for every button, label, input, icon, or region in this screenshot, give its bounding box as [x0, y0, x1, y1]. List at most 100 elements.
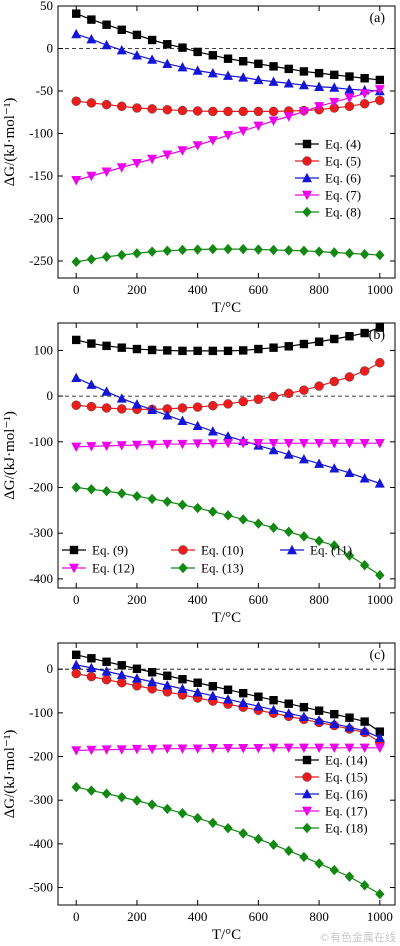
- data-point: [284, 342, 293, 351]
- data-point: [147, 154, 158, 165]
- x-tick-label: 400: [188, 909, 208, 924]
- data-point: [344, 93, 355, 103]
- data-point: [208, 400, 218, 411]
- data-point: [71, 372, 82, 383]
- data-point: [345, 713, 354, 722]
- legend-label: Eq. (9): [92, 543, 128, 558]
- legend-label: Eq. (4): [325, 137, 361, 152]
- data-point: [254, 344, 263, 354]
- data-point: [131, 440, 142, 451]
- data-point: [178, 346, 187, 356]
- legend-item: Eq. (7): [295, 188, 361, 203]
- data-point: [359, 559, 370, 571]
- data-point: [208, 506, 218, 517]
- data-point: [208, 51, 218, 60]
- data-point: [117, 678, 127, 688]
- y-tick-label: -250: [29, 253, 53, 268]
- data-point: [268, 522, 279, 533]
- data-point: [299, 531, 309, 542]
- data-point: [117, 791, 127, 803]
- data-point: [253, 106, 264, 117]
- data-point: [101, 167, 112, 177]
- data-point: [344, 372, 355, 382]
- data-point: [329, 97, 340, 108]
- chart-panel-c: 0 200 400 600 800 1000 0 -100 -200 -300 -400 -500 (c…: [2, 642, 396, 943]
- data-point: [268, 438, 279, 449]
- data-point: [86, 401, 97, 412]
- data-point: [117, 343, 126, 352]
- data-point: [147, 54, 158, 64]
- data-point: [147, 246, 157, 257]
- legend-marker: [302, 190, 312, 201]
- data-point: [147, 744, 158, 755]
- plot-frame: [57, 322, 396, 589]
- legend-label: Eq. (11): [310, 543, 352, 558]
- data-point: [101, 788, 112, 799]
- series-16: [71, 659, 385, 742]
- data-point: [207, 426, 218, 436]
- y-tick-label: -200: [29, 211, 53, 226]
- data-point: [375, 249, 385, 261]
- data-point: [374, 438, 385, 449]
- y-axis-title: ΔG/(kJ·mol⁻¹): [2, 98, 18, 187]
- legend-item: Eq. (11): [280, 543, 352, 558]
- data-point: [147, 440, 158, 450]
- data-point: [162, 803, 172, 815]
- x-tick-label: 800: [309, 909, 329, 924]
- data-point: [116, 393, 127, 403]
- legend-marker: [178, 562, 188, 574]
- data-point: [268, 704, 279, 715]
- data-point: [314, 743, 325, 753]
- data-point: [87, 654, 96, 663]
- data-point: [268, 743, 279, 753]
- data-point: [71, 256, 81, 268]
- data-point: [375, 888, 385, 900]
- data-point: [238, 396, 248, 407]
- legend-marker: [178, 545, 188, 555]
- data-point: [87, 339, 96, 348]
- data-point: [359, 743, 370, 753]
- data-point: [86, 484, 97, 495]
- data-point: [253, 244, 264, 255]
- data-point: [162, 150, 173, 160]
- data-point: [192, 65, 203, 75]
- x-tick-label: 600: [249, 909, 269, 924]
- data-point: [102, 657, 111, 666]
- data-point: [193, 678, 202, 687]
- data-point: [162, 245, 172, 256]
- data-point: [330, 334, 339, 344]
- data-point: [268, 76, 279, 86]
- data-point: [238, 689, 248, 698]
- legend-item: Eq. (12): [62, 561, 135, 576]
- data-point: [207, 439, 218, 449]
- y-tick-label: -200: [29, 479, 53, 494]
- legend-marker: [302, 755, 312, 765]
- x-axis-title: T/°C: [212, 927, 241, 943]
- data-point: [162, 744, 173, 754]
- data-point: [192, 744, 203, 754]
- data-point: [102, 20, 111, 29]
- data-point: [208, 817, 218, 829]
- legend-item: Eq. (18): [295, 821, 368, 836]
- data-point: [298, 438, 309, 449]
- chart-panel-b: 0 200 400 600 800 10001000-100-200-300-400(b)…: [2, 322, 396, 626]
- data-point: [359, 249, 370, 260]
- legend: Eq. (14) Eq. (15) Eq. (16) Eq. (17) Eq. (18): [295, 753, 368, 836]
- data-point: [101, 99, 112, 110]
- data-point: [238, 106, 248, 117]
- x-tick-label: 1000: [367, 592, 393, 607]
- data-point: [329, 540, 339, 551]
- data-point: [208, 682, 218, 691]
- data-point: [86, 379, 97, 389]
- data-point: [329, 376, 339, 387]
- legend-label: Eq. (8): [325, 205, 361, 220]
- x-tick-label: 200: [127, 282, 147, 297]
- data-point: [132, 490, 142, 502]
- data-point: [329, 743, 340, 753]
- data-point: [359, 473, 370, 483]
- data-point: [117, 488, 127, 499]
- x-tick-label: 400: [188, 282, 208, 297]
- series-8: [71, 243, 385, 268]
- data-point: [268, 444, 279, 455]
- data-point: [269, 343, 278, 352]
